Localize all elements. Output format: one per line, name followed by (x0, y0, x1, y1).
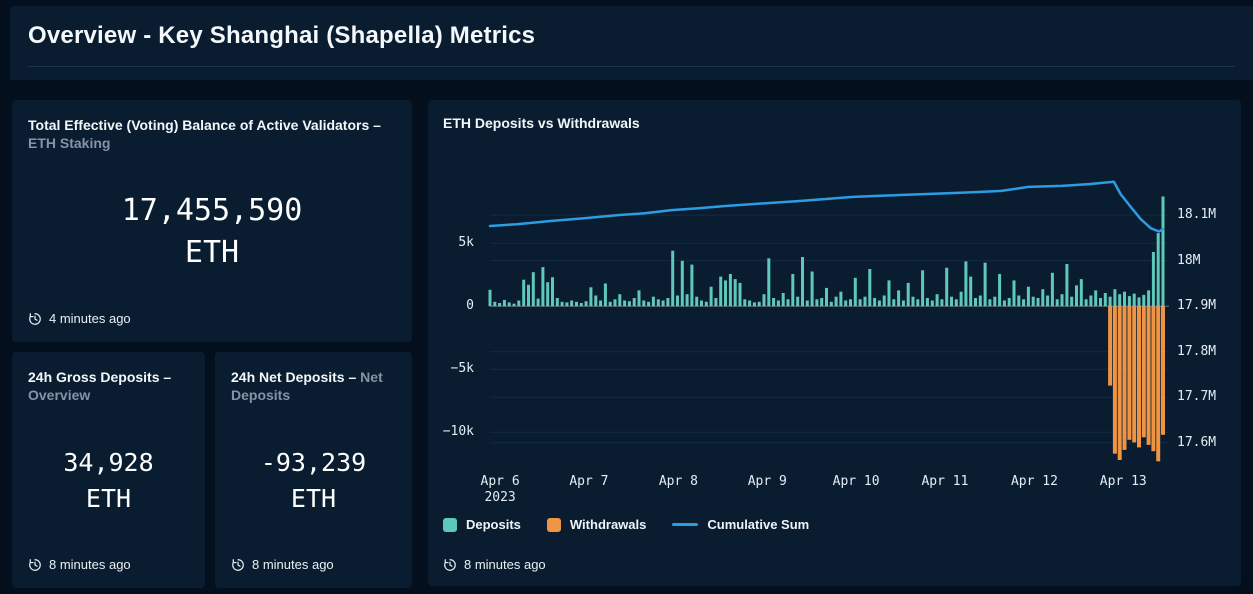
stat-value: -93,239 ETH (261, 445, 366, 517)
chart-canvas: 5k 0 −5k −10k 18.1M 18M 17.9M 17.8M 17.7M 17.6M Ap… (428, 100, 1241, 586)
y-axis-right-tick: 17.7M (1177, 389, 1217, 405)
last-updated-text: 8 minutes ago (49, 557, 131, 572)
x-axis-tick: Apr 12 (1010, 474, 1058, 489)
last-updated: 8 minutes ago (28, 557, 189, 572)
stat-card-gross-deposits: 24h Gross Deposits – Overview 34,928 ETH… (12, 352, 205, 588)
deposits-swatch-icon (443, 517, 457, 532)
x-axis-tick: Apr 13 (1099, 474, 1147, 489)
history-icon (29, 558, 41, 571)
chart-card: ETH Deposits vs Withdrawals 5k 0 −5k −10k 18… (428, 100, 1241, 586)
stat-card-subtitle: Net Deposits (231, 369, 383, 404)
y-axis-right-tick: 17.8M (1177, 343, 1217, 359)
stat-card-net-deposits: 24h Net Deposits – Net Deposits -93,239 … (215, 352, 412, 588)
dashboard-header: Overview - Key Shanghai (Shapella) Metri… (10, 6, 1253, 80)
stat-card-total-effective-balance: Total Effective (Voting) Balance of Acti… (12, 100, 412, 342)
title-separator: – (163, 369, 172, 385)
withdrawals-swatch-icon (546, 517, 561, 532)
legend-item-withdrawals[interactable]: Withdrawals (546, 517, 647, 532)
stat-value-number: -93,239 (260, 447, 367, 477)
x-axis-tick: Apr 6 2023 (480, 474, 520, 505)
y-axis-left-tick: −10k (442, 424, 474, 440)
x-axis-tick: Apr 9 (747, 474, 787, 489)
title-separator: – (348, 369, 357, 385)
legend-item-cumulative-sum[interactable]: Cumulative Sum (672, 517, 809, 532)
page-title: Overview - Key Shanghai (Shapella) Metri… (28, 22, 536, 49)
last-updated-text: 8 minutes ago (464, 557, 546, 572)
x-axis-tick: Apr 7 (569, 474, 609, 489)
stat-card-title-link[interactable]: 24h Net Deposits – Net Deposits (231, 368, 396, 405)
stat-value-unit: ETH (85, 483, 132, 513)
y-axis-left-tick: −5k (450, 361, 474, 377)
x-axis-tick: Apr 10 (832, 474, 880, 489)
y-axis-right-tick: 18M (1177, 252, 1201, 268)
stat-value-number: 17,455,590 (121, 192, 303, 228)
chart-title-text: ETH Deposits vs Withdrawals (443, 115, 640, 131)
last-updated: 4 minutes ago (28, 311, 396, 326)
chart-title-link[interactable]: ETH Deposits vs Withdrawals (443, 114, 640, 132)
x-axis-tick: Apr 8 (658, 474, 698, 489)
stat-value: 34,928 ETH (63, 445, 153, 517)
stat-card-subtitle: Overview (28, 387, 91, 404)
history-icon (444, 558, 456, 571)
history-icon (232, 558, 244, 571)
stat-card-title-text: 24h Gross Deposits (28, 369, 160, 385)
title-separator: – (373, 117, 381, 133)
stat-value-unit: ETH (184, 234, 240, 270)
stat-card-title-link[interactable]: 24h Gross Deposits – Overview (28, 368, 189, 405)
stat-card-subtitle: ETH Staking (28, 135, 111, 152)
y-axis-left-tick: 0 (466, 298, 474, 314)
last-updated-text: 8 minutes ago (252, 557, 334, 572)
stat-card-title-link[interactable]: Total Effective (Voting) Balance of Acti… (28, 116, 396, 153)
stat-value-container: -93,239 ETH (231, 405, 396, 557)
line-swatch-icon (672, 523, 699, 526)
legend-label: Deposits (466, 517, 521, 532)
last-updated-text: 4 minutes ago (49, 311, 131, 326)
legend-item-deposits[interactable]: Deposits (443, 517, 521, 532)
last-updated: 8 minutes ago (231, 557, 396, 572)
x-axis-tick: Apr 11 (921, 474, 969, 489)
y-axis-right-tick: 18.1M (1177, 207, 1217, 223)
y-axis-right-tick: 17.9M (1177, 298, 1217, 314)
stat-value-unit: ETH (290, 483, 337, 513)
stat-value-container: 34,928 ETH (28, 405, 189, 557)
stat-card-title-text: Total Effective (Voting) Balance of Acti… (28, 117, 370, 133)
y-axis-left-tick: 5k (458, 235, 474, 251)
legend-label: Withdrawals (569, 517, 647, 532)
last-updated: 8 minutes ago (443, 557, 546, 572)
stat-value: 17,455,590 ETH (122, 190, 303, 274)
y-axis-right-tick: 17.6M (1177, 434, 1217, 450)
stat-card-title-text: 24h Net Deposits (231, 369, 345, 385)
chart-legend: Deposits Withdrawals Cumulative Sum (443, 517, 809, 532)
stat-value-container: 17,455,590 ETH (28, 153, 396, 311)
history-icon (29, 312, 41, 325)
stat-value-number: 34,928 (63, 447, 154, 477)
chart-svg (488, 180, 1169, 462)
header-divider (28, 66, 1235, 67)
legend-label: Cumulative Sum (707, 517, 810, 532)
